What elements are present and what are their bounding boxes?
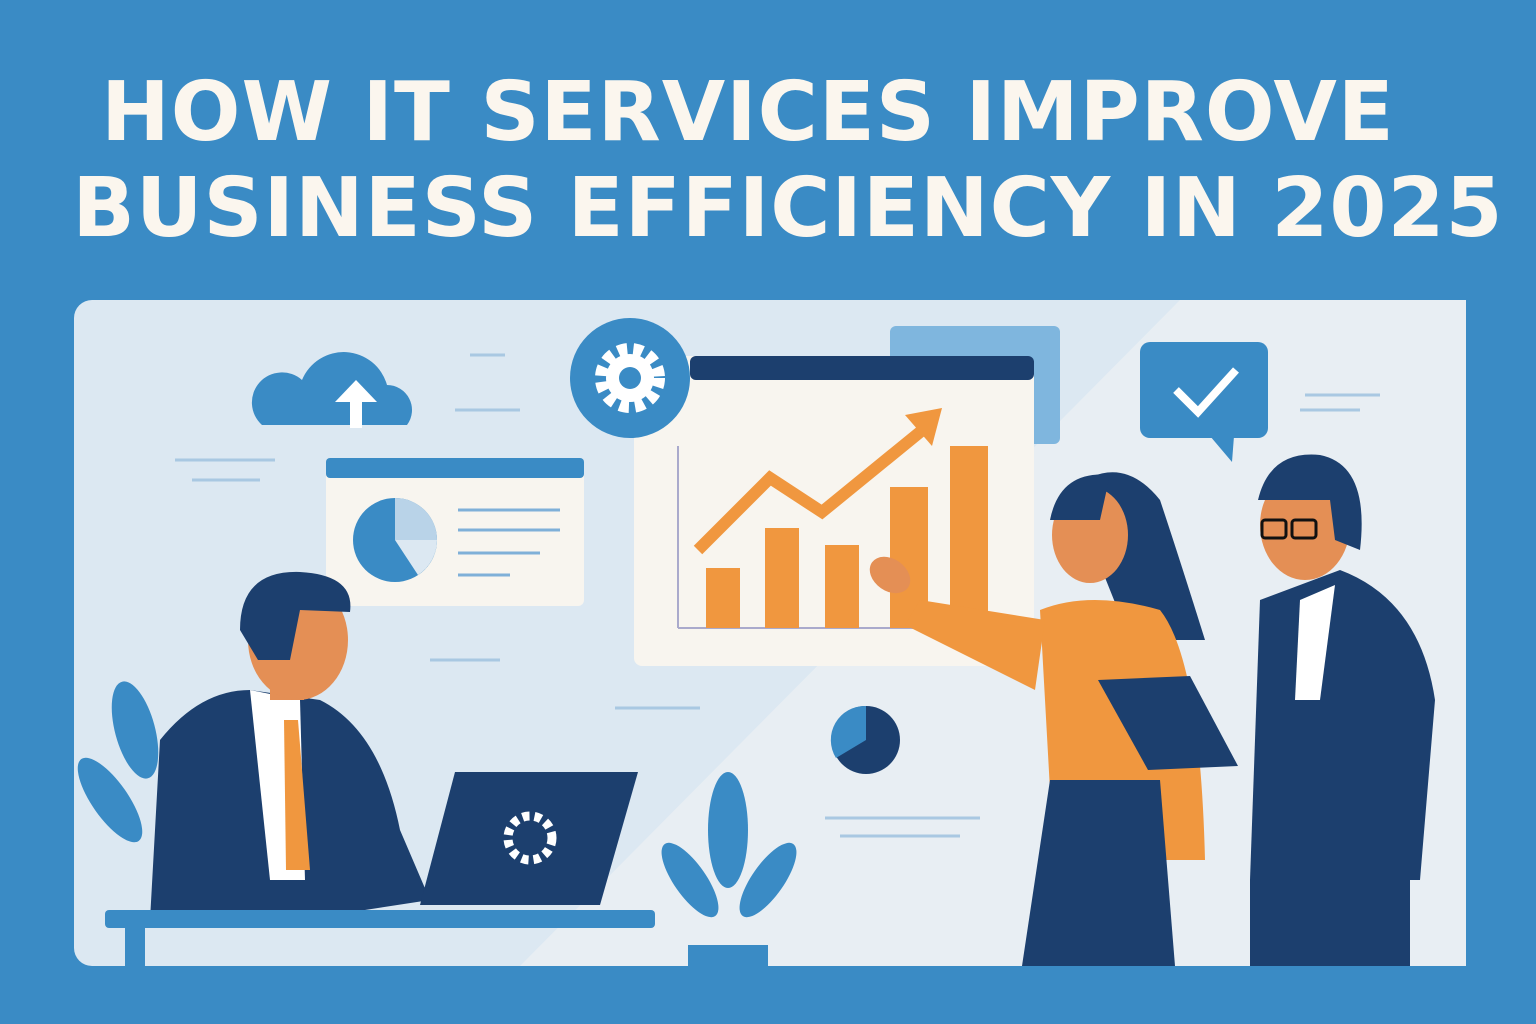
pie-chart-card: [326, 458, 584, 606]
decorative-lines: [175, 353, 1380, 838]
growth-chart-board: [634, 356, 1034, 666]
headline-line-1: HOW IT SERVICES IMPROVE: [101, 65, 1395, 160]
bar-3: [825, 545, 859, 628]
tablet-icon: [1098, 676, 1238, 770]
plant-icon: [77, 681, 797, 966]
growth-arrow-icon: [693, 423, 929, 555]
gear-icon: [570, 318, 690, 438]
headline-line-2: BUSINESS EFFICIENCY IN 2025: [72, 161, 1504, 256]
seated-businessman: [150, 571, 430, 920]
presenting-woman: [869, 472, 1205, 966]
desk: [105, 910, 655, 928]
checkmark-chat-icon: [1140, 342, 1268, 462]
bar-1: [706, 568, 740, 628]
bar-2: [765, 528, 799, 628]
bar-5: [950, 446, 988, 628]
standing-man-with-tablet: [1098, 454, 1435, 966]
laptop-gear-icon: [420, 772, 638, 905]
cloud-upload-icon: [251, 352, 412, 428]
